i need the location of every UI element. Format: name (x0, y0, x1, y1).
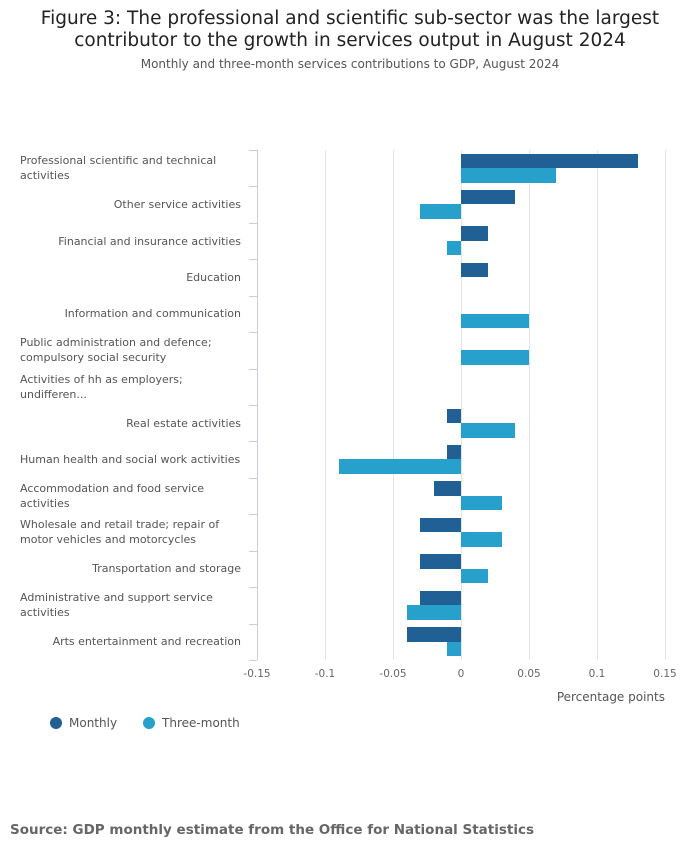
x-tick-label: 0.05 (517, 668, 541, 680)
gridline (393, 150, 394, 660)
bar-monthly (420, 554, 461, 569)
legend-item-monthly[interactable]: Monthly (50, 716, 117, 730)
chart-subtitle: Monthly and three-month services contrib… (140, 57, 560, 71)
gridline (665, 150, 666, 660)
gridline (461, 150, 462, 660)
legend-swatch-three-month (143, 717, 156, 729)
bar-three-month (447, 641, 461, 657)
x-tick-label: 0.15 (653, 668, 677, 680)
legend-label: Three-month (162, 716, 240, 730)
x-tick-label: 0.1 (588, 668, 606, 680)
bar-three-month (461, 350, 529, 365)
y-tick (249, 587, 257, 589)
y-tick (249, 332, 257, 334)
y-tick (249, 295, 257, 297)
y-tick (249, 477, 257, 479)
category-label: Financial and insurance activities (58, 234, 241, 248)
legend-swatch-monthly (50, 717, 62, 729)
y-tick (249, 623, 257, 625)
bar-monthly (447, 408, 461, 423)
bar-three-month (461, 313, 529, 329)
y-axis-line (257, 150, 258, 660)
category-label: Information and communication (64, 307, 241, 321)
bar-monthly (447, 444, 461, 460)
gridline (597, 150, 598, 660)
y-tick (249, 186, 257, 188)
bar-three-month (406, 605, 461, 620)
chart-title: Figure 3: The professional and scientifi… (40, 8, 660, 51)
x-tick-label: -0.1 (314, 668, 336, 680)
legend: Monthly Three-month (50, 716, 240, 730)
bar-monthly (461, 153, 638, 168)
bar-monthly (461, 226, 489, 241)
category-label: Wholesale and retail trade; repair of mo… (20, 518, 220, 547)
bar-monthly (433, 481, 461, 496)
legend-item-three-month[interactable]: Three-month (143, 716, 240, 730)
category-label: Public administration and defence; compu… (20, 336, 212, 365)
category-label: Professional scientific and technical ac… (20, 154, 217, 183)
category-label: Education (186, 270, 241, 284)
x-tick-label: -0.15 (243, 668, 271, 680)
x-tick-label: 0 (457, 668, 465, 680)
x-axis-label: Percentage points (556, 690, 665, 704)
bar-three-month (461, 423, 516, 438)
bar-three-month (420, 204, 461, 219)
category-label: Activities of hh as employers; undiffere… (20, 372, 183, 401)
source-note: Source: GDP monthly estimate from the Of… (10, 822, 535, 838)
y-tick (249, 150, 257, 151)
category-label: Human health and social work activities (20, 453, 241, 467)
bar-three-month (461, 568, 489, 584)
y-tick (249, 514, 257, 516)
category-label: Real estate activities (126, 416, 241, 430)
category-label: Other service activities (113, 198, 241, 212)
y-tick (249, 660, 257, 661)
bar-three-month (461, 495, 502, 511)
y-tick (249, 368, 257, 370)
bar-three-month (461, 168, 557, 183)
bar-monthly (461, 189, 516, 205)
bar-monthly (420, 590, 461, 606)
bar-monthly (406, 627, 461, 642)
y-tick (249, 441, 257, 443)
category-label: Transportation and storage (92, 562, 241, 576)
bar-three-month (338, 459, 461, 474)
y-tick (249, 259, 257, 261)
y-tick (249, 405, 257, 406)
bar-three-month (461, 532, 502, 547)
gridline (529, 150, 530, 660)
y-tick (249, 550, 257, 552)
category-label: Accommodation and food service activitie… (20, 482, 205, 511)
bar-monthly (461, 262, 489, 278)
x-tick-label: -0.05 (379, 668, 407, 680)
legend-label: Monthly (69, 716, 118, 730)
category-label: Administrative and support service activ… (20, 591, 213, 620)
bar-monthly (420, 517, 461, 533)
gridline (325, 150, 326, 660)
category-label: Arts entertainment and recreation (52, 635, 241, 649)
bar-three-month (447, 240, 461, 256)
y-tick (249, 222, 257, 224)
